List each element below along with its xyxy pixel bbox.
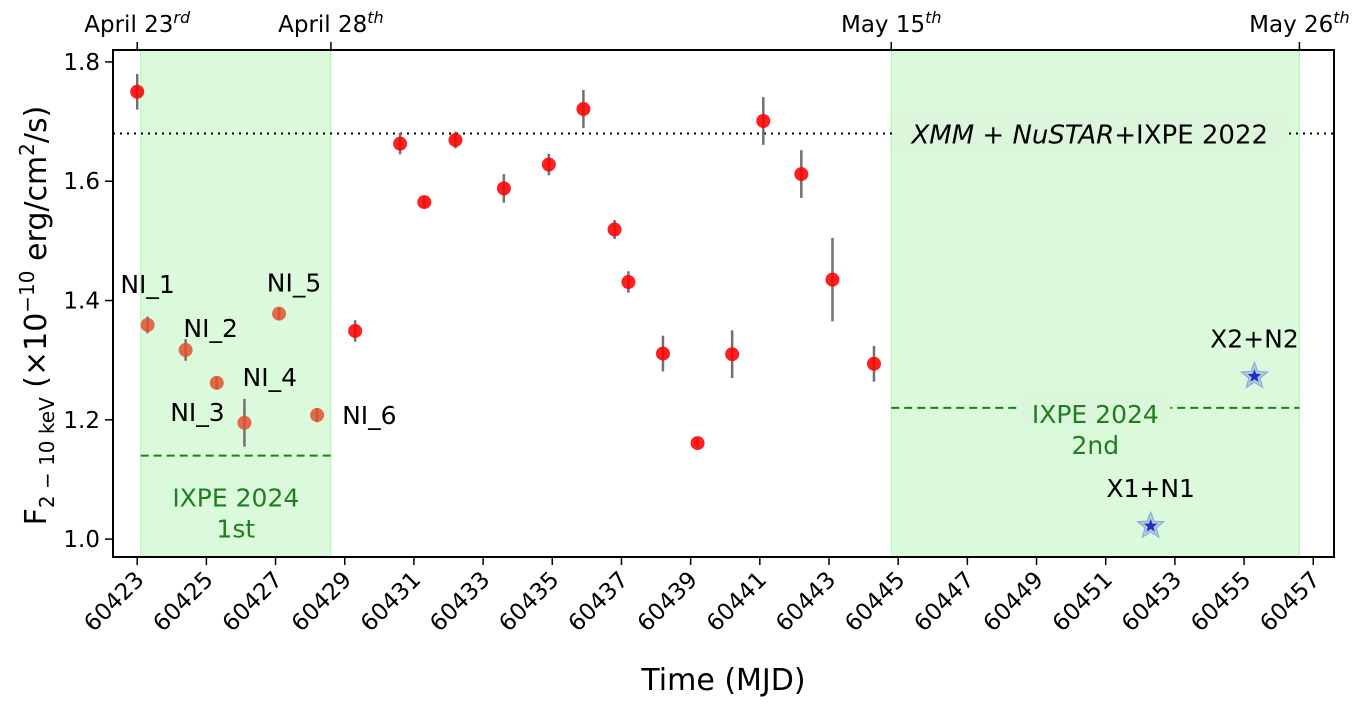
data-point (348, 323, 363, 338)
y-title-rest: (×10 (19, 313, 54, 398)
x-tick-label: 60433 (425, 567, 495, 637)
x-axis-title: Time (MJD) (640, 663, 805, 698)
data-point (496, 181, 511, 196)
x-tick-label: 60441 (702, 567, 772, 637)
nicer-point (237, 415, 252, 430)
top-date-label: May 26th (1249, 8, 1350, 38)
y-tick-label: 1.8 (63, 50, 100, 76)
x-tick-label: 60431 (356, 567, 426, 637)
x-tick-label: 60447 (909, 567, 979, 637)
point-label: NI_5 (267, 269, 321, 298)
x-tick-label: 60455 (1186, 567, 1256, 637)
x-tick-label: 60437 (564, 567, 634, 637)
x-tick-label: 60423 (79, 567, 149, 637)
x-tick-label: 60451 (1048, 567, 1118, 637)
x-tick-label: 60435 (494, 567, 564, 637)
nicer-point (310, 408, 325, 423)
y-title-base: F (19, 508, 54, 525)
data-point (825, 272, 840, 287)
data-point (448, 133, 463, 148)
nicer-point (140, 317, 155, 332)
y-title-exp: −10 (15, 270, 39, 312)
y-tick-label: 1.2 (63, 408, 100, 434)
ixpe-label-bg (1020, 393, 1171, 422)
plot-frame (112, 49, 1335, 558)
reference-label-bg (893, 113, 1287, 150)
shaded-region-1 (140, 49, 332, 558)
point-label: NI_3 (170, 398, 224, 427)
x-tick-label: 60427 (218, 567, 288, 637)
point-label: X1+N1 (1106, 474, 1195, 503)
x-tick-label: 60453 (1117, 567, 1187, 637)
data-point (541, 157, 556, 172)
reference-line-group: XMM + NuSTAR+IXPE 2022 (113, 113, 1334, 151)
data-point (130, 84, 145, 99)
y-tick-label: 1.6 (63, 169, 100, 195)
ixpe-label-line2: 2nd (1072, 431, 1120, 460)
point-label: NI_1 (120, 270, 174, 299)
data-point (621, 275, 636, 290)
nicer-point (272, 306, 287, 321)
star-point (1144, 519, 1158, 532)
data-point (607, 222, 622, 237)
ixpe-label-line1: IXPE 2024 (172, 484, 299, 513)
data-point (794, 167, 809, 182)
top-date-label: April 23rd (84, 8, 191, 38)
data-point (756, 113, 771, 128)
data-point (655, 346, 670, 361)
top-date-label: April 28th (278, 8, 384, 38)
nicer-point (209, 375, 224, 390)
x-tick-label: 60443 (771, 567, 841, 637)
y-title-unit-exp: 2 (15, 143, 39, 156)
y-axis-title: F2 − 10 keV (×10−10 erg/cm2/s) (15, 106, 59, 526)
data-points (130, 73, 1270, 539)
ixpe-label-line2: 1st (216, 515, 255, 544)
x-tick-label: 60439 (633, 567, 703, 637)
point-label: X2+N2 (1210, 324, 1299, 353)
x-tick-label: 60429 (287, 567, 357, 637)
y-tick-label: 1.0 (63, 527, 100, 553)
top-date-label: May 15th (841, 8, 942, 38)
y-title-unit: erg/cm (19, 156, 54, 271)
point-label: NI_2 (183, 314, 237, 343)
data-point (417, 195, 432, 210)
x-tick-label: 60449 (979, 567, 1049, 637)
x-tick-label: 60445 (840, 567, 910, 637)
ixpe-label-line1: IXPE 2024 (1032, 400, 1159, 429)
y-tick-label: 1.4 (63, 289, 100, 315)
point-label: NI_6 (342, 401, 396, 430)
point-annotations: NI_1 NI_2 NI_3 NI_4 NI_5 NI_6 X1+N1 X2+N2 (120, 269, 1298, 503)
data-point (690, 436, 705, 451)
y-title-sub: 2 − 10 keV (35, 397, 59, 508)
data-point (866, 356, 881, 371)
x-tick-label: 60457 (1255, 567, 1325, 637)
y-title-tail: /s) (19, 106, 54, 143)
star-point (1247, 369, 1262, 382)
data-point (725, 347, 740, 362)
data-point (393, 136, 408, 151)
reference-line-label: XMM + NuSTAR+IXPE 2022 (909, 121, 1268, 151)
axis-ticks (105, 61, 1314, 565)
data-point (576, 102, 591, 117)
nicer-point (178, 343, 193, 358)
top-date-axis: April 23rd April 28th May 15th May 26th (84, 8, 1350, 50)
x-tick-label: 60425 (149, 567, 219, 637)
point-label: NI_4 (243, 363, 297, 392)
